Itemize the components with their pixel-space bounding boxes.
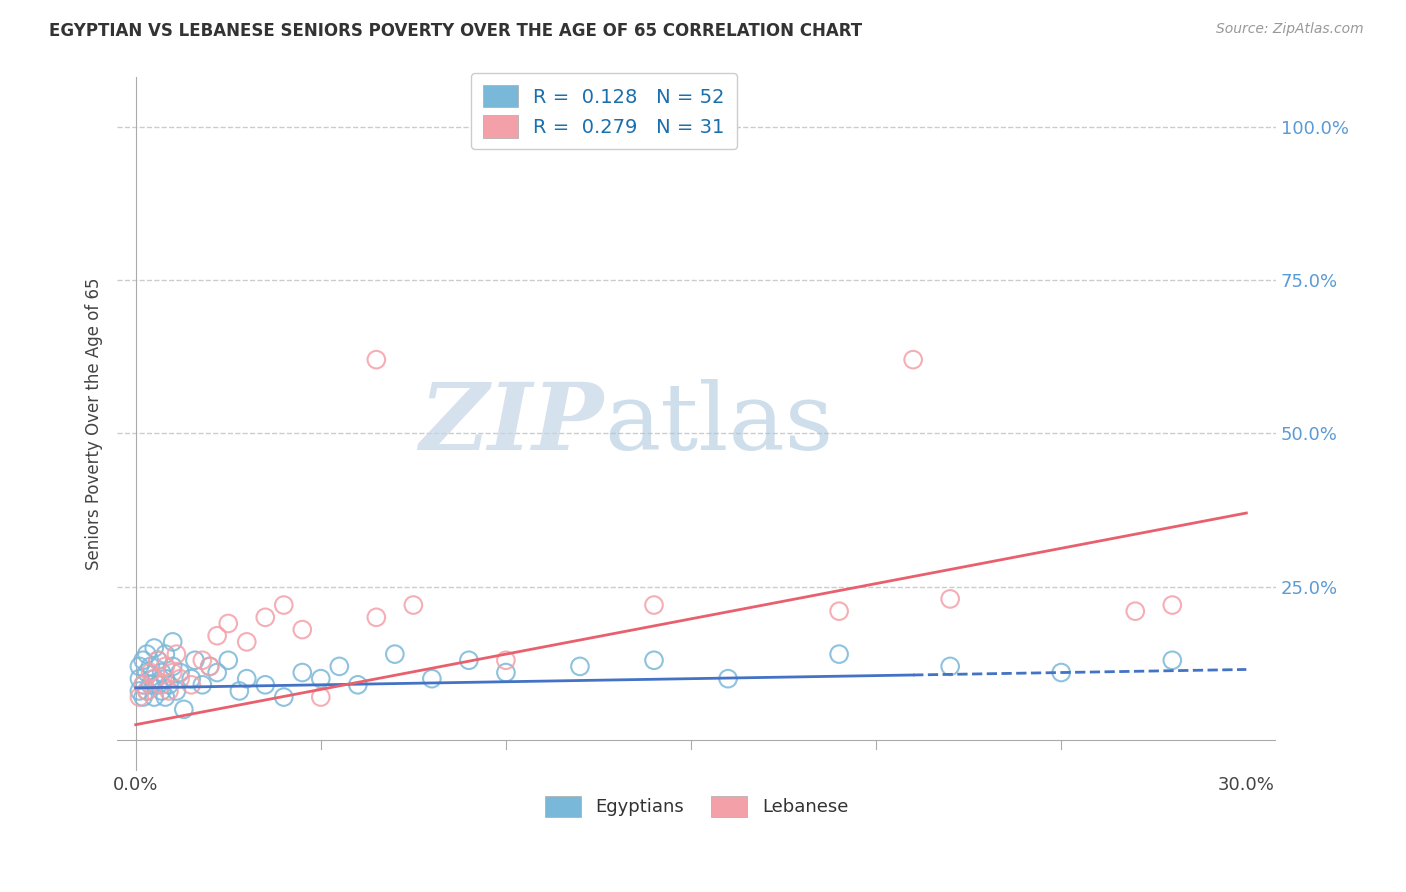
Point bbox=[273, 598, 295, 612]
Point bbox=[366, 352, 388, 367]
Point bbox=[228, 684, 250, 698]
Point bbox=[236, 635, 259, 649]
Point bbox=[901, 352, 924, 367]
Point bbox=[309, 672, 332, 686]
Point bbox=[205, 629, 228, 643]
Point bbox=[939, 659, 962, 673]
Point bbox=[169, 665, 191, 680]
Point bbox=[180, 678, 202, 692]
Point bbox=[384, 647, 406, 661]
Point bbox=[128, 684, 150, 698]
Point bbox=[254, 610, 277, 624]
Point bbox=[150, 684, 173, 698]
Point bbox=[157, 678, 180, 692]
Point bbox=[155, 690, 177, 704]
Point bbox=[150, 678, 173, 692]
Point bbox=[146, 678, 169, 692]
Text: atlas: atlas bbox=[603, 379, 834, 469]
Point bbox=[128, 690, 150, 704]
Y-axis label: Seniors Poverty Over the Age of 65: Seniors Poverty Over the Age of 65 bbox=[86, 277, 103, 570]
Point bbox=[1161, 598, 1184, 612]
Point bbox=[135, 665, 157, 680]
Point bbox=[146, 653, 169, 667]
Point bbox=[139, 678, 162, 692]
Point bbox=[328, 659, 350, 673]
Point bbox=[162, 659, 184, 673]
Point bbox=[1123, 604, 1146, 618]
Point bbox=[169, 672, 191, 686]
Point bbox=[217, 616, 239, 631]
Point bbox=[217, 653, 239, 667]
Point bbox=[495, 665, 517, 680]
Point bbox=[132, 678, 155, 692]
Point bbox=[1050, 665, 1073, 680]
Point bbox=[132, 690, 155, 704]
Point bbox=[146, 653, 169, 667]
Point bbox=[205, 665, 228, 680]
Point bbox=[143, 672, 166, 686]
Text: ZIP: ZIP bbox=[419, 379, 603, 469]
Point bbox=[132, 653, 155, 667]
Point bbox=[495, 653, 517, 667]
Point bbox=[162, 665, 184, 680]
Point bbox=[139, 659, 162, 673]
Legend: Egyptians, Lebanese: Egyptians, Lebanese bbox=[537, 789, 855, 824]
Point bbox=[180, 672, 202, 686]
Text: EGYPTIAN VS LEBANESE SENIORS POVERTY OVER THE AGE OF 65 CORRELATION CHART: EGYPTIAN VS LEBANESE SENIORS POVERTY OVE… bbox=[49, 22, 862, 40]
Point bbox=[143, 640, 166, 655]
Point bbox=[291, 623, 314, 637]
Point bbox=[128, 659, 150, 673]
Point bbox=[165, 647, 187, 661]
Text: Source: ZipAtlas.com: Source: ZipAtlas.com bbox=[1216, 22, 1364, 37]
Point bbox=[143, 690, 166, 704]
Point bbox=[173, 702, 195, 716]
Point bbox=[165, 684, 187, 698]
Point bbox=[366, 610, 388, 624]
Point bbox=[420, 672, 443, 686]
Point bbox=[198, 659, 221, 673]
Point bbox=[347, 678, 370, 692]
Point bbox=[457, 653, 479, 667]
Point bbox=[128, 672, 150, 686]
Point bbox=[132, 678, 155, 692]
Point bbox=[191, 678, 214, 692]
Point bbox=[568, 659, 591, 673]
Point bbox=[155, 647, 177, 661]
Point bbox=[254, 678, 277, 692]
Point bbox=[939, 591, 962, 606]
Point bbox=[291, 665, 314, 680]
Point bbox=[402, 598, 425, 612]
Point bbox=[155, 659, 177, 673]
Point bbox=[135, 684, 157, 698]
Point bbox=[828, 604, 851, 618]
Point bbox=[162, 635, 184, 649]
Point bbox=[135, 684, 157, 698]
Point bbox=[643, 598, 665, 612]
Point bbox=[135, 647, 157, 661]
Point bbox=[150, 665, 173, 680]
Point bbox=[643, 653, 665, 667]
Point bbox=[828, 647, 851, 661]
Point bbox=[184, 653, 207, 667]
Point bbox=[273, 690, 295, 704]
Point bbox=[139, 665, 162, 680]
Point bbox=[198, 659, 221, 673]
Point bbox=[717, 672, 740, 686]
Point bbox=[309, 690, 332, 704]
Point bbox=[191, 653, 214, 667]
Point bbox=[236, 672, 259, 686]
Point bbox=[1161, 653, 1184, 667]
Point bbox=[143, 672, 166, 686]
Point bbox=[155, 672, 177, 686]
Point bbox=[157, 684, 180, 698]
